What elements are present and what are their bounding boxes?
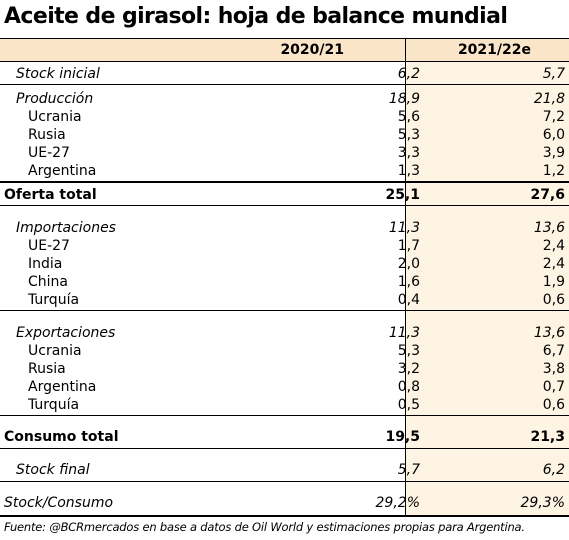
table-row: Stock/Consumo 29,2% 29,3% (0, 494, 569, 512)
value-2020-21: 0,8 (397, 379, 420, 395)
divider (0, 481, 569, 482)
page-title: Aceite de girasol: hoja de balance mundi… (4, 4, 508, 29)
table-row: Stock final 5,7 6,2 (0, 461, 569, 479)
value-2021-22: 13,6 (533, 325, 565, 341)
row-label: UE-27 (28, 145, 70, 161)
value-2020-21: 11,3 (388, 220, 420, 236)
row-label: Exportaciones (16, 325, 116, 341)
value-2020-21: 29,2% (375, 495, 420, 511)
table-row: Importaciones 11,3 13,6 (0, 219, 569, 237)
value-2021-22: 13,6 (533, 220, 565, 236)
value-2021-22: 2,4 (542, 238, 565, 254)
value-2021-22: 0,6 (542, 292, 565, 308)
row-label: Argentina (28, 163, 97, 179)
value-2020-21: 1,6 (397, 274, 420, 290)
value-2021-22: 21,8 (533, 91, 565, 107)
divider (0, 84, 569, 85)
row-label: Stock/Consumo (4, 495, 114, 511)
row-label: Argentina (28, 379, 97, 395)
table-row: China 1,6 1,9 (0, 273, 569, 291)
table-row: Exportaciones 11,3 13,6 (0, 324, 569, 342)
row-label: Ucrania (28, 343, 82, 359)
divider (0, 310, 569, 311)
row-label: Rusia (28, 127, 66, 143)
row-label: Importaciones (16, 220, 116, 236)
row-label: China (28, 274, 68, 290)
value-2021-22: 1,2 (542, 163, 565, 179)
value-2021-22: 3,8 (542, 361, 565, 377)
table-bottom-border (0, 515, 569, 517)
row-label: Ucrania (28, 109, 82, 125)
table-row: Ucrania 5,3 6,7 (0, 342, 569, 360)
value-2021-22: 2,4 (542, 256, 565, 272)
value-2021-22: 7,2 (542, 109, 565, 125)
table-row: Rusia 5,3 6,0 (0, 126, 569, 144)
table-row: UE-27 1,7 2,4 (0, 237, 569, 255)
value-2020-21: 3,3 (397, 145, 420, 161)
table-row: Ucrania 5,6 7,2 (0, 108, 569, 126)
value-2020-21: 11,3 (388, 325, 420, 341)
table-row: India 2,0 2,4 (0, 255, 569, 273)
value-2021-22: 29,3% (520, 495, 565, 511)
table-row: Turquía 0,5 0,6 (0, 396, 569, 414)
table-row: Producción 18,9 21,8 (0, 90, 569, 108)
value-2020-21: 6,2 (397, 66, 420, 82)
value-2021-22: 6,7 (542, 343, 565, 359)
divider (0, 205, 569, 206)
value-2020-21: 5,3 (397, 343, 420, 359)
value-2021-22: 6,2 (542, 462, 565, 478)
row-label: India (28, 256, 63, 272)
row-label: Stock final (16, 462, 90, 478)
value-2020-21: 1,3 (397, 163, 420, 179)
value-2021-22: 3,9 (542, 145, 565, 161)
table-row: Stock inicial 6,2 5,7 (0, 65, 569, 83)
value-2020-21: 25,1 (385, 187, 420, 203)
highlight-column (405, 38, 569, 516)
value-2021-22: 1,9 (542, 274, 565, 290)
row-label: Oferta total (4, 187, 97, 203)
column-divider (405, 38, 406, 516)
table-row: Oferta total 25,1 27,6 (0, 186, 569, 204)
column-header-2020-21: 2020/21 (280, 42, 344, 58)
table-row: Argentina 0,8 0,7 (0, 378, 569, 396)
source-note: Fuente: @BCRmercados en base a datos de … (4, 520, 525, 534)
value-2021-22: 5,7 (542, 66, 565, 82)
value-2020-21: 0,5 (397, 397, 420, 413)
table-row: Consumo total 19,5 21,3 (0, 428, 569, 446)
column-header-2021-22e: 2021/22e (457, 42, 531, 58)
table-row: Argentina 1,3 1,2 (0, 162, 569, 180)
value-2021-22: 0,7 (542, 379, 565, 395)
value-2021-22: 6,0 (542, 127, 565, 143)
row-label: Stock inicial (16, 66, 100, 82)
value-2020-21: 2,0 (397, 256, 420, 272)
divider (0, 415, 569, 416)
value-2020-21: 5,7 (397, 462, 420, 478)
value-2020-21: 5,6 (397, 109, 420, 125)
value-2020-21: 0,4 (397, 292, 420, 308)
row-label: Rusia (28, 361, 66, 377)
row-label: Turquía (28, 397, 80, 413)
row-label: Turquía (28, 292, 80, 308)
value-2021-22: 27,6 (530, 187, 565, 203)
table-row: Turquía 0,4 0,6 (0, 291, 569, 309)
table-row: UE-27 3,3 3,9 (0, 144, 569, 162)
value-2020-21: 19,5 (385, 429, 420, 445)
row-label: Producción (16, 91, 94, 107)
table-row: Rusia 3,2 3,8 (0, 360, 569, 378)
table-header: 2020/21 2021/22e (0, 38, 569, 62)
value-2020-21: 3,2 (397, 361, 420, 377)
value-2020-21: 1,7 (397, 238, 420, 254)
divider (0, 448, 569, 449)
divider (0, 181, 569, 183)
value-2020-21: 18,9 (388, 91, 420, 107)
value-2020-21: 5,3 (397, 127, 420, 143)
row-label: UE-27 (28, 238, 70, 254)
value-2021-22: 0,6 (542, 397, 565, 413)
value-2021-22: 21,3 (530, 429, 565, 445)
row-label: Consumo total (4, 429, 119, 445)
